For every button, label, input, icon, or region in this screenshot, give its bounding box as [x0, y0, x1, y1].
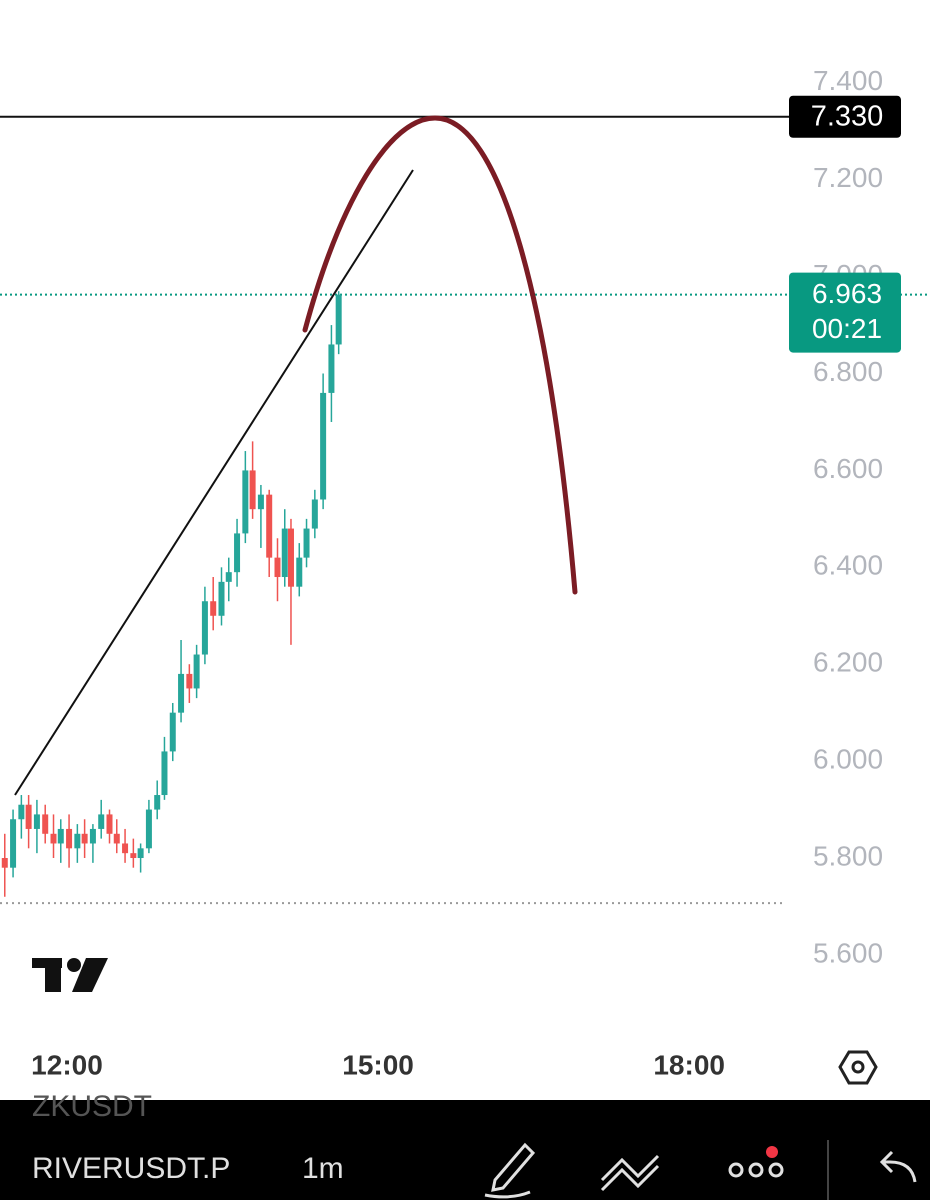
candle-body — [201, 601, 208, 655]
candle-body — [81, 833, 88, 844]
y-tick-label: 5.800 — [813, 840, 883, 871]
x-tick-label: 12:00 — [31, 1049, 103, 1080]
interval[interactable]: 1m — [302, 1152, 344, 1185]
undo-icon[interactable] — [879, 1150, 917, 1183]
candle-body — [137, 848, 144, 859]
candle-body — [10, 819, 17, 868]
candle-body — [335, 294, 342, 345]
candle-body — [106, 814, 113, 834]
y-tick-label: 6.600 — [813, 453, 883, 484]
y-tick-label: 7.400 — [813, 65, 883, 96]
candle-body — [154, 795, 161, 810]
trend-line — [14, 169, 414, 796]
candle-body — [281, 528, 288, 578]
candle-body — [210, 601, 217, 616]
candle-body — [145, 809, 152, 849]
draw-icon[interactable] — [484, 1142, 536, 1199]
candle-body — [234, 533, 241, 573]
candle-body — [249, 470, 256, 510]
x-tick-label: 18:00 — [653, 1049, 725, 1080]
candle-body — [328, 344, 335, 393]
candle-body — [274, 557, 281, 578]
candle-body — [33, 814, 40, 829]
candle-body — [287, 528, 294, 587]
candle-body — [303, 528, 310, 558]
candle-body — [218, 581, 225, 616]
candle-body — [122, 843, 129, 854]
candle-body — [25, 804, 32, 829]
candle-body — [242, 470, 249, 534]
arc-drawing — [302, 115, 578, 595]
last-price-label: 6.963 — [812, 278, 882, 309]
candle-body — [186, 673, 193, 689]
candle-body — [18, 804, 25, 820]
background-symbol: ZKUSDT — [32, 1090, 152, 1123]
candle-body — [74, 833, 81, 849]
candle-body — [42, 814, 49, 834]
candle-body — [296, 557, 303, 587]
y-tick-label: 6.400 — [813, 550, 883, 581]
candle-body — [130, 853, 137, 859]
symbol[interactable]: RIVERUSDT.P — [32, 1152, 230, 1185]
horizontal-line-label-box — [789, 95, 901, 138]
candle-body — [161, 751, 168, 796]
candle-body — [98, 814, 105, 829]
candle-body — [66, 828, 73, 849]
candle-body — [89, 828, 96, 844]
settings-icon[interactable] — [838, 1050, 878, 1085]
candle-body — [193, 654, 200, 689]
candle-body — [1, 858, 8, 868]
x-tick-label: 15:00 — [342, 1049, 414, 1080]
more-icon[interactable] — [728, 1162, 784, 1178]
countdown: 00:21 — [812, 313, 882, 344]
plot: 5.6005.8006.0006.2006.4006.6006.8007.000… — [0, 65, 930, 1080]
candle-body — [178, 673, 185, 713]
last-price-box — [789, 272, 901, 353]
y-tick-label: 6.800 — [813, 356, 883, 387]
y-tick-label: 6.200 — [813, 647, 883, 678]
horizontal-line-label: 7.330 — [811, 100, 884, 132]
candle-body — [50, 833, 57, 844]
candle-body — [169, 712, 176, 752]
candle-body — [57, 828, 64, 844]
candle-body — [311, 499, 318, 529]
candle-body — [113, 833, 120, 844]
tv-logo — [32, 958, 108, 992]
candle-body — [320, 392, 327, 500]
y-tick-label: 6.000 — [813, 744, 883, 775]
candle-body — [225, 572, 232, 582]
y-tick-label: 5.600 — [813, 937, 883, 968]
indicators-icon[interactable] — [600, 1154, 660, 1192]
candle-body — [257, 494, 264, 510]
y-tick-label: 7.200 — [813, 162, 883, 193]
notification-dot — [766, 1146, 778, 1158]
candle-body — [266, 494, 273, 558]
